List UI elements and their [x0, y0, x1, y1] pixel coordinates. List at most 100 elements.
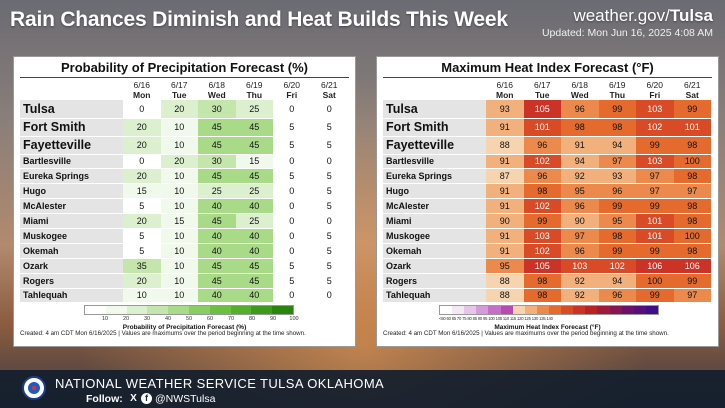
heat-table-row: Rogers 88 98 92 94 100 99 [383, 273, 711, 289]
heat-title-rule [383, 77, 712, 78]
heat-legend-swatch [440, 306, 453, 314]
pop-city-label: Fayetteville [20, 136, 123, 155]
pop-value-cell: 10 [160, 243, 198, 259]
pop-value-cell: 20 [123, 136, 161, 155]
heat-legend-swatch [609, 306, 622, 314]
pop-value-cell: 0 [273, 288, 311, 304]
heat-value-cell: 92 [561, 288, 599, 304]
heat-legend-swatch [488, 306, 501, 314]
heat-value-cell: 88 [486, 136, 524, 155]
pop-date-header: 6/20 [283, 80, 301, 90]
pop-table-row: Eureka Springs 20 10 45 45 5 5 [20, 168, 348, 185]
heat-value-cell: 94 [598, 136, 636, 155]
heat-header-blank [383, 90, 486, 100]
site-link[interactable]: weather.gov/Tulsa [573, 6, 713, 26]
heat-value-cell: 96 [561, 100, 599, 119]
pop-value-cell: 45 [235, 258, 273, 274]
heat-legend-label: Maximum Heat Index Forecast (°F) [494, 324, 601, 331]
heat-legend-swatch [573, 306, 586, 314]
pop-table-row: Bartlesville 0 20 30 15 0 0 [20, 154, 348, 170]
pop-value-cell: 15 [160, 213, 198, 229]
pop-header-blank [20, 80, 123, 90]
heat-city-label: Tahlequah [383, 288, 486, 304]
heat-date-header: 6/16 [496, 80, 514, 90]
pop-city-label: Ozark [20, 258, 123, 274]
pop-value-cell: 5 [273, 136, 311, 155]
heat-footer-note: Created: 4 am CDT Mon 6/16/2025 | Values… [383, 330, 669, 337]
heat-legend-swatch [645, 306, 658, 314]
heat-value-cell: 99 [636, 136, 674, 155]
pop-city-label: McAlester [20, 198, 123, 215]
pop-legend-swatch [85, 306, 106, 314]
heat-value-cell: 91 [486, 183, 524, 200]
heat-day-header: Mon [496, 90, 514, 100]
heat-value-cell: 98 [673, 213, 711, 229]
pop-table: 6/16 6/17 6/18 6/19 6/20 6/21 Mon Tue Wed Thu Fri S… [20, 80, 348, 304]
pop-date-header: 6/21 [320, 80, 338, 90]
pop-day-header: Wed [207, 90, 226, 100]
nws-logo-icon [22, 376, 46, 400]
heat-date-header: 6/19 [608, 80, 626, 90]
pop-legend-tick: 10 [101, 316, 109, 322]
pop-day-header: Fri [286, 90, 298, 100]
pop-city-label: Tahlequah [20, 288, 123, 304]
heat-legend-swatch [524, 306, 537, 314]
heat-value-cell: 99 [673, 100, 711, 119]
pop-value-cell: 15 [235, 154, 273, 170]
heat-value-cell: 97 [598, 154, 636, 170]
facebook-icon[interactable]: f [141, 393, 152, 404]
pop-table-row: Miami 20 15 45 25 0 0 [20, 213, 348, 229]
heat-value-cell: 97 [673, 183, 711, 200]
heat-value-cell: 105 [523, 258, 561, 274]
pop-value-cell: 15 [123, 183, 161, 200]
pop-value-cell: 20 [160, 100, 198, 119]
pop-value-cell: 40 [198, 288, 236, 304]
pop-legend: 10 20 30 40 50 60 70 80 90 100 Probability of Pre… [14, 305, 355, 331]
pop-day-header: Thu [246, 90, 263, 100]
heat-value-cell: 102 [523, 243, 561, 259]
pop-value-cell: 5 [310, 183, 348, 200]
heat-value-cell: 91 [486, 154, 524, 170]
pop-value-cell: 0 [310, 100, 348, 119]
heat-value-cell: 98 [673, 198, 711, 215]
pop-value-cell: 0 [273, 183, 311, 200]
pop-legend-tick: 50 [185, 316, 193, 322]
pop-title-rule [20, 77, 349, 78]
site-prefix: weather.gov/ [573, 6, 670, 25]
footer-org-name: NATIONAL WEATHER SERVICE TULSA OKLAHOMA [55, 376, 385, 391]
heat-legend-swatch [633, 306, 646, 314]
pop-value-cell: 10 [160, 118, 198, 137]
heat-legend-swatch [476, 306, 489, 314]
heat-table-row: Bartlesville 91 102 94 97 103 100 [383, 154, 711, 170]
heat-value-cell: 103 [636, 154, 674, 170]
heat-value-cell: 98 [673, 243, 711, 259]
heat-table: 6/16 6/17 6/18 6/19 6/20 6/21 Mon Tue Wed Thu Fri S… [383, 80, 711, 304]
pop-value-cell: 45 [198, 213, 236, 229]
pop-value-cell: 45 [198, 168, 236, 185]
heat-value-cell: 99 [598, 243, 636, 259]
pop-value-cell: 0 [273, 228, 311, 244]
heat-value-cell: 101 [673, 118, 711, 137]
heat-value-cell: 97 [561, 228, 599, 244]
heat-table-row: Fort Smith 91 101 98 98 102 101 [383, 118, 711, 137]
heat-city-label: Bartlesville [383, 154, 486, 170]
pop-date-header: 6/16 [133, 80, 151, 90]
x-icon[interactable]: X [130, 393, 137, 404]
pop-value-cell: 40 [198, 198, 236, 215]
pop-legend-ticks: 10 20 30 40 50 60 70 80 90 100 [84, 316, 299, 324]
pop-value-cell: 10 [160, 258, 198, 274]
pop-value-cell: 5 [123, 198, 161, 215]
pop-value-cell: 45 [198, 136, 236, 155]
heat-day-header: Sat [685, 90, 699, 100]
heat-value-cell: 96 [561, 243, 599, 259]
social-handle[interactable]: @NWSTulsa [155, 393, 216, 405]
heat-legend-swatch [621, 306, 634, 314]
pop-table-row: Tulsa 0 20 30 25 0 0 [20, 100, 348, 119]
pop-table-row: Fayetteville 20 10 45 45 5 5 [20, 136, 348, 155]
heat-value-cell: 99 [636, 288, 674, 304]
pop-table-row: Ozark 35 10 45 45 5 5 [20, 258, 348, 274]
pop-value-cell: 40 [235, 228, 273, 244]
heat-value-cell: 99 [673, 273, 711, 289]
pop-value-cell: 45 [235, 136, 273, 155]
pop-value-cell: 30 [198, 154, 236, 170]
